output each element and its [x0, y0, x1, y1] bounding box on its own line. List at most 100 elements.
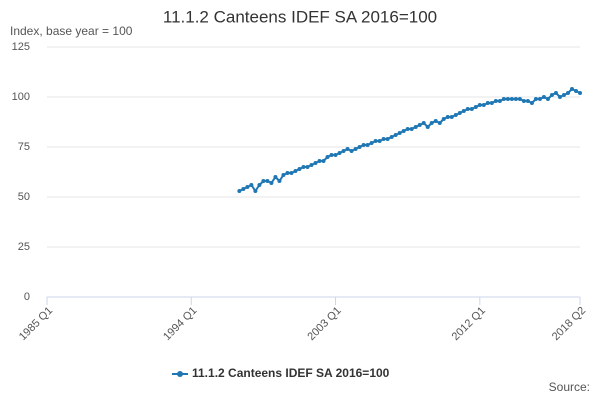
data-point	[529, 101, 534, 105]
data-point	[569, 87, 574, 91]
data-point	[501, 97, 506, 101]
data-point	[329, 153, 334, 157]
data-point	[273, 175, 278, 179]
data-point	[389, 135, 394, 139]
data-point	[405, 127, 410, 131]
data-point	[281, 173, 286, 177]
data-point	[533, 97, 538, 101]
data-point	[557, 95, 562, 99]
data-point	[477, 103, 482, 107]
data-point	[573, 89, 578, 93]
data-point	[421, 121, 426, 125]
y-tick-label: 0	[24, 291, 30, 303]
data-point	[265, 179, 270, 183]
data-point	[345, 147, 350, 151]
data-point	[578, 91, 582, 95]
data-point	[409, 127, 414, 131]
data-point	[309, 163, 314, 167]
data-point	[461, 109, 466, 113]
data-point	[545, 97, 550, 101]
data-point	[549, 93, 554, 97]
data-point	[441, 117, 446, 121]
data-point	[449, 115, 454, 119]
data-point	[297, 167, 302, 171]
data-point	[429, 121, 434, 125]
data-point	[497, 99, 502, 103]
data-point	[465, 107, 470, 111]
data-point	[437, 121, 442, 125]
legend-label: 11.1.2 Canteens IDEF SA 2016=100	[192, 366, 390, 380]
data-point	[453, 113, 458, 117]
data-point	[493, 99, 498, 103]
y-tick-label: 125	[12, 41, 30, 53]
data-point	[401, 129, 406, 133]
data-point	[521, 99, 526, 103]
x-tick-label: 1994 Q1	[161, 305, 199, 343]
y-tick-label: 25	[18, 241, 30, 253]
data-point	[321, 159, 326, 163]
data-point	[537, 97, 542, 101]
data-point	[505, 97, 510, 101]
data-point	[269, 181, 274, 185]
data-point	[553, 91, 558, 95]
data-point	[349, 149, 354, 153]
data-point	[253, 189, 258, 193]
data-point	[257, 183, 262, 187]
data-point	[413, 125, 418, 129]
data-point	[241, 187, 246, 191]
data-point	[485, 101, 490, 105]
data-point	[469, 107, 474, 111]
series-line	[238, 87, 581, 193]
data-point	[513, 97, 518, 101]
data-point	[517, 97, 522, 101]
y-tick-label: 50	[18, 191, 30, 203]
data-point	[509, 97, 514, 101]
source: Source:	[549, 380, 590, 394]
data-point	[357, 145, 362, 149]
data-point	[525, 99, 530, 103]
legend-marker	[177, 371, 183, 377]
data-point	[473, 105, 478, 109]
data-point	[325, 155, 330, 159]
data-point	[397, 131, 402, 135]
data-point	[561, 93, 566, 97]
data-point	[457, 111, 462, 115]
data-point	[249, 183, 254, 187]
data-point	[381, 137, 386, 141]
data-point	[425, 125, 430, 129]
data-point	[481, 103, 486, 107]
data-point	[361, 143, 366, 147]
x-tick-label: 2012 Q1	[450, 305, 488, 343]
data-point	[489, 101, 494, 105]
data-point	[317, 159, 322, 163]
data-point	[237, 189, 242, 193]
data-point	[293, 169, 298, 173]
data-point	[313, 161, 318, 165]
data-point	[333, 153, 338, 157]
data-point	[385, 137, 390, 141]
data-point	[245, 185, 250, 189]
data-point	[373, 139, 378, 143]
data-point	[277, 179, 282, 183]
data-point	[541, 95, 546, 99]
data-point	[301, 165, 306, 169]
y-tick-label: 100	[12, 91, 30, 103]
data-point	[377, 139, 382, 143]
chart-subtitle: Index, base year = 100	[10, 24, 133, 38]
data-point	[305, 165, 310, 169]
data-point	[289, 171, 294, 175]
x-tick-label: 1985 Q1	[17, 305, 55, 343]
x-tick-label: 2003 Q1	[305, 305, 343, 343]
data-point	[393, 133, 398, 137]
chart-title: 11.1.2 Canteens IDEF SA 2016=100	[163, 7, 437, 26]
data-point	[261, 179, 266, 183]
data-point	[417, 123, 422, 127]
data-point	[341, 149, 346, 153]
data-point	[285, 171, 290, 175]
data-point	[445, 115, 450, 119]
data-point	[369, 141, 374, 145]
data-point	[353, 147, 358, 151]
data-point	[565, 91, 570, 95]
